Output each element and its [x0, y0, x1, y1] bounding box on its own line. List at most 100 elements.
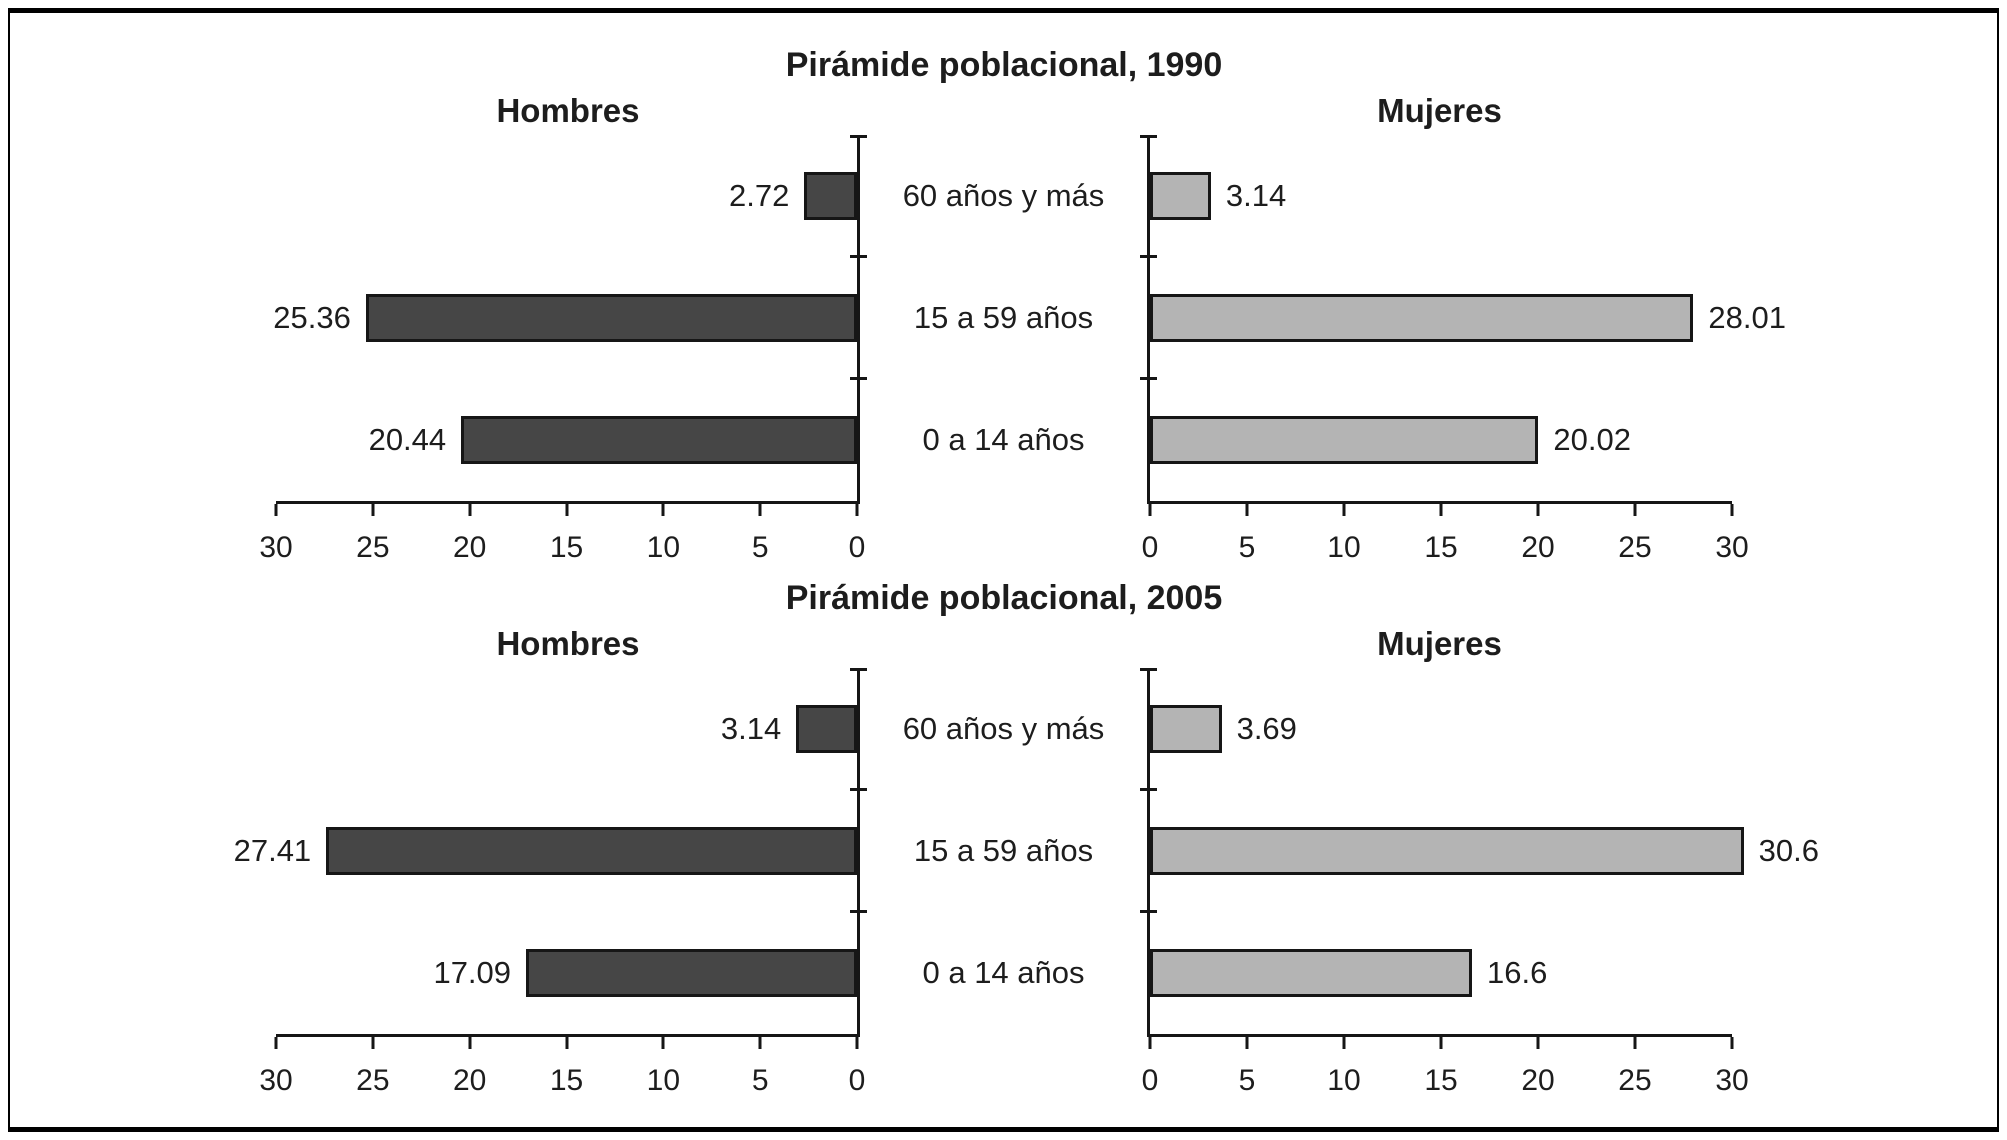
y-axis-tick	[850, 668, 867, 671]
panel-headers-1990: Hombres Mujeres	[276, 87, 1997, 135]
plot-1990: 2.72 25.36 20.44 30 25	[259, 135, 1997, 564]
category-label: 15 a 59 años	[913, 300, 1094, 335]
x-axis-tick	[274, 504, 278, 516]
bar-hombres-0a14-1990	[461, 416, 857, 464]
x-axis-tick	[1730, 504, 1734, 516]
bar-row: 3.69	[1150, 668, 1732, 790]
bar-row: 20.02	[1150, 379, 1732, 501]
hombres-panel-1990: 2.72 25.36 20.44 30 25	[259, 135, 867, 564]
x-axis-tick	[1730, 1037, 1734, 1049]
x-axis-tick	[1633, 504, 1637, 516]
category-label: 0 a 14 años	[922, 955, 1085, 990]
category-label: 0 a 14 años	[922, 422, 1085, 457]
x-tick-label: 0	[848, 531, 866, 564]
y-axis-tick	[1140, 787, 1157, 791]
bar-value-label: 3.14	[1225, 178, 1287, 213]
bar-row: 27.41	[234, 790, 857, 912]
x-tick-label: 30	[259, 1064, 293, 1097]
mujeres-header: Mujeres	[1377, 92, 1502, 129]
chart-2005: Pirámide poblacional, 2005 Hombres Mujer…	[10, 576, 1997, 1097]
hombres-panel-2005: 3.14 27.41 17.09 30 25	[234, 668, 867, 1097]
x-axis-tick	[661, 504, 665, 516]
x-tick-label: 25	[356, 1064, 390, 1097]
bar-value-label: 25.36	[273, 300, 351, 335]
bar-row: 20.44	[276, 379, 857, 501]
x-axis-tick	[661, 1037, 665, 1049]
bar-row: 25.36	[273, 257, 857, 379]
x-tick-label: 30	[1715, 531, 1749, 564]
x-axis-tick	[565, 1037, 568, 1049]
bar-value-label: 17.09	[433, 955, 512, 990]
x-tick-label: 20	[452, 531, 487, 564]
x-tick-label: 25	[356, 531, 390, 564]
x-axis-tick	[565, 504, 568, 516]
chart-title-1990: Pirámide poblacional, 1990	[785, 46, 1223, 84]
x-tick-label: 0	[848, 1064, 866, 1097]
y-axis-tick	[850, 787, 867, 791]
bar-mujeres-0a14-1990	[1150, 416, 1539, 464]
x-tick-label: 5	[751, 1064, 769, 1097]
x-axis-tick	[1439, 504, 1443, 516]
x-tick-label: 15	[549, 531, 584, 564]
bar-hombres-60ymas-2005	[796, 705, 857, 753]
x-axis-tick	[468, 1037, 472, 1049]
x-tick-label: 15	[1424, 531, 1458, 564]
bar-hombres-60ymas-1990	[804, 172, 857, 220]
hombres-header: Hombres	[496, 625, 640, 662]
x-axis-tick	[1536, 504, 1540, 516]
x-tick-label: 10	[646, 1064, 681, 1097]
y-axis-tick	[1140, 135, 1157, 138]
x-axis-tick	[274, 1037, 278, 1049]
y-axis-tick	[1140, 910, 1157, 913]
x-tick-label: 5	[1238, 531, 1256, 564]
x-axis-tick	[468, 504, 472, 516]
x-axis-tick	[1342, 504, 1346, 516]
y-axis-tick	[850, 377, 867, 380]
bar-row: 16.6	[1150, 912, 1732, 1034]
hombres-header: Hombres	[496, 92, 640, 129]
bar-value-label: 28.01	[1708, 300, 1786, 335]
bar-row: 3.14	[1150, 135, 1732, 257]
x-tick-label: 25	[1618, 1064, 1652, 1097]
x-axis-tick	[855, 504, 859, 516]
x-axis-tick	[1439, 1037, 1443, 1049]
x-axis-tick	[371, 1037, 375, 1049]
x-tick-label: 10	[1327, 1064, 1361, 1097]
bar-row: 2.72	[276, 135, 857, 257]
bar-value-label: 20.02	[1553, 422, 1631, 457]
bar-mujeres-60ymas-2005	[1150, 705, 1222, 753]
x-tick-label: 20	[1521, 531, 1555, 564]
x-axis-tick	[1245, 1037, 1249, 1049]
x-tick-label: 30	[259, 531, 293, 564]
bar-hombres-0a14-2005	[526, 949, 857, 997]
y-axis-tick	[850, 910, 867, 913]
panel-headers-2005: Hombres Mujeres	[276, 620, 1997, 668]
x-tick-label: 5	[751, 531, 769, 564]
x-axis-tick	[1148, 1037, 1152, 1049]
chart-1990: Pirámide poblacional, 1990 Hombres Mujer…	[10, 43, 1997, 564]
x-tick-label: 25	[1618, 531, 1652, 564]
y-axis-tick	[1140, 377, 1157, 380]
x-tick-label: 15	[549, 1064, 584, 1097]
bar-value-label: 16.6	[1487, 955, 1548, 990]
x-tick-label: 15	[1424, 1064, 1458, 1097]
bar-row: 3.14	[276, 668, 857, 790]
bar-mujeres-60ymas-1990	[1150, 172, 1211, 220]
bar-hombres-15a59-1990	[365, 294, 857, 342]
category-label: 60 años y más	[902, 178, 1105, 213]
x-axis-tick	[1148, 504, 1152, 516]
x-tick-label: 5	[1238, 1064, 1256, 1097]
x-axis-tick	[855, 1037, 859, 1049]
x-tick-label: 0	[1141, 1064, 1159, 1097]
bar-hombres-15a59-2005	[326, 827, 857, 875]
x-axis-tick	[371, 504, 375, 516]
bar-row: 28.01	[1150, 257, 1786, 379]
x-axis-tick	[1536, 1037, 1540, 1049]
x-axis-tick	[758, 504, 762, 516]
x-tick-label: 0	[1141, 531, 1159, 564]
x-tick-label: 10	[646, 531, 681, 564]
bar-value-label: 30.6	[1758, 833, 1819, 868]
figure-frame: Pirámide poblacional, 1990 Hombres Mujer…	[8, 8, 1999, 1132]
y-axis-tick	[850, 135, 867, 138]
bar-value-label: 2.72	[728, 178, 790, 213]
